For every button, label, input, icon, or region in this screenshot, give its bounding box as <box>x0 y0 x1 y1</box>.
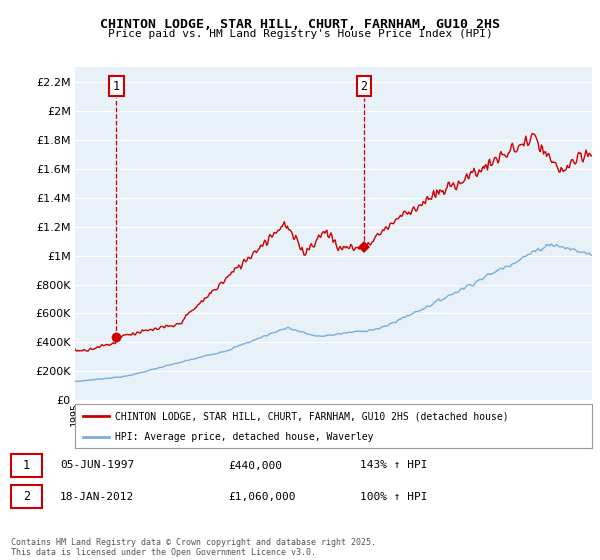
Text: 143% ↑ HPI: 143% ↑ HPI <box>360 460 427 470</box>
Text: CHINTON LODGE, STAR HILL, CHURT, FARNHAM, GU10 2HS: CHINTON LODGE, STAR HILL, CHURT, FARNHAM… <box>100 18 500 31</box>
Text: HPI: Average price, detached house, Waverley: HPI: Average price, detached house, Wave… <box>115 432 374 442</box>
Text: CHINTON LODGE, STAR HILL, CHURT, FARNHAM, GU10 2HS (detached house): CHINTON LODGE, STAR HILL, CHURT, FARNHAM… <box>115 411 509 421</box>
Text: 1: 1 <box>113 80 120 92</box>
Text: 100% ↑ HPI: 100% ↑ HPI <box>360 492 427 502</box>
Text: £1,060,000: £1,060,000 <box>228 492 296 502</box>
FancyBboxPatch shape <box>11 486 42 508</box>
FancyBboxPatch shape <box>11 454 42 477</box>
Text: £440,000: £440,000 <box>228 460 282 470</box>
Text: 05-JUN-1997: 05-JUN-1997 <box>60 460 134 470</box>
Text: 18-JAN-2012: 18-JAN-2012 <box>60 492 134 502</box>
Text: 1: 1 <box>23 459 30 472</box>
Text: Price paid vs. HM Land Registry's House Price Index (HPI): Price paid vs. HM Land Registry's House … <box>107 29 493 39</box>
Text: 2: 2 <box>23 490 30 503</box>
Text: Contains HM Land Registry data © Crown copyright and database right 2025.
This d: Contains HM Land Registry data © Crown c… <box>11 538 376 557</box>
Text: 2: 2 <box>361 80 368 92</box>
